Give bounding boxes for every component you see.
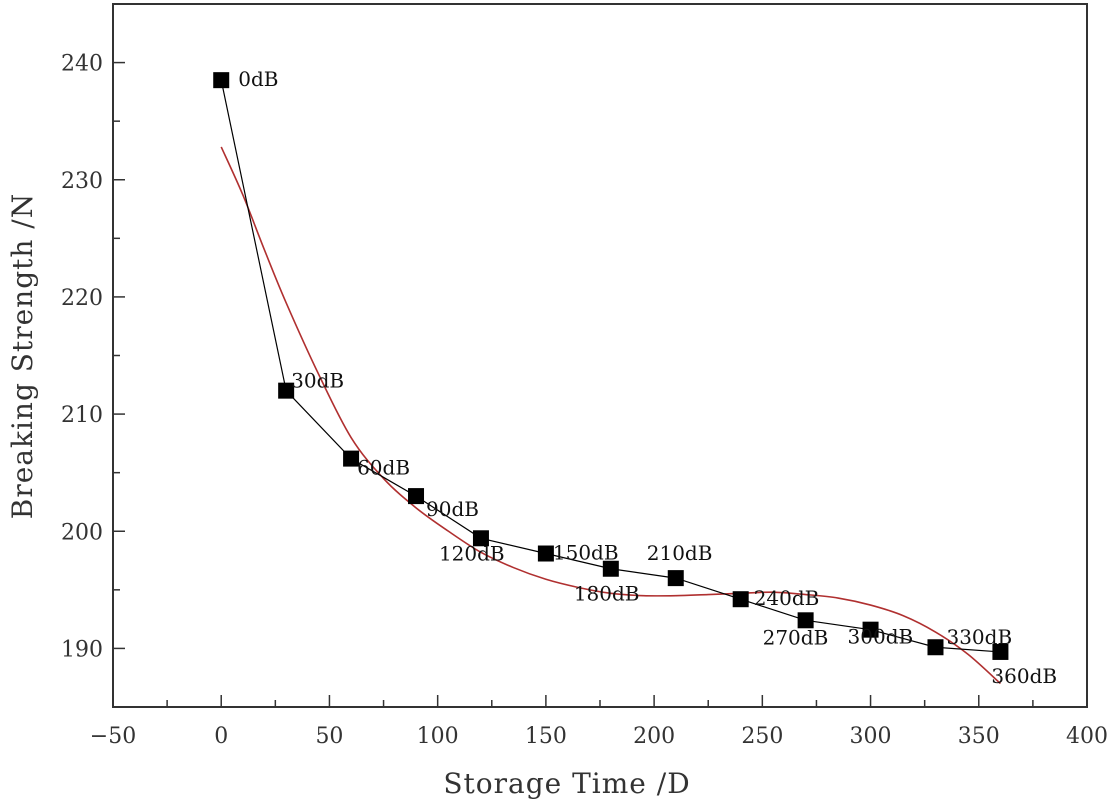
- data-point-label: 210dB: [647, 541, 713, 565]
- axis-ticks: [112, 3, 1088, 708]
- y-tick-label: 190: [61, 637, 103, 662]
- data-point-marker: [602, 560, 619, 577]
- data-point-label: 360dB: [991, 664, 1057, 688]
- axis-tick-labels: −50 0 50 100 150 200 250 300 350 400 190 200 210 220 2…: [61, 52, 1108, 749]
- data-point-label: 180dB: [574, 582, 640, 606]
- point-labels-layer: 0dB 30dB 60dB 90dB 120dB 150dB 180dB 210dB 240dB…: [238, 67, 1057, 688]
- data-point-label: 150dB: [553, 541, 619, 565]
- data-point-label: 270dB: [763, 625, 829, 649]
- y-tick-label: 240: [61, 52, 103, 77]
- data-series-layer: [213, 72, 1009, 660]
- y-axis-title: Breaking Strength /N: [6, 193, 39, 519]
- data-point-marker: [537, 545, 554, 562]
- fit-curve: [220, 146, 1001, 685]
- data-point-marker: [278, 382, 295, 399]
- x-tick-label: 200: [633, 724, 675, 749]
- x-tick-label: 250: [741, 724, 783, 749]
- data-point-label: 90dB: [426, 497, 479, 521]
- y-tick-label: 210: [61, 403, 103, 428]
- data-point-marker: [732, 591, 749, 608]
- data-point-marker: [862, 621, 879, 638]
- x-tick-label: 0: [214, 724, 228, 749]
- data-point-label: 330dB: [946, 625, 1012, 649]
- x-tick-label: −50: [90, 724, 136, 749]
- data-point-marker: [797, 612, 814, 629]
- x-tick-label: 100: [417, 724, 459, 749]
- data-point-label: 300dB: [848, 625, 914, 649]
- x-tick-label: 400: [1066, 724, 1108, 749]
- x-tick-label: 150: [525, 724, 567, 749]
- data-point-marker: [213, 72, 230, 89]
- data-point-label: 120dB: [439, 541, 505, 565]
- data-point-label: 30dB: [291, 369, 344, 393]
- data-point-marker: [667, 570, 684, 587]
- data-point-label: 60dB: [357, 456, 410, 480]
- data-point-marker: [472, 530, 489, 547]
- x-tick-label: 300: [850, 724, 892, 749]
- x-axis-title: Storage Time /D: [443, 767, 690, 800]
- y-tick-label: 230: [61, 169, 103, 194]
- fit-curve-layer: [220, 146, 1001, 685]
- data-point-marker: [927, 639, 944, 656]
- y-tick-label: 220: [61, 286, 103, 311]
- data-point-marker: [992, 643, 1009, 660]
- x-tick-label: 50: [315, 724, 343, 749]
- data-point-label: 0dB: [238, 67, 278, 91]
- data-point-marker: [343, 450, 360, 467]
- data-point-marker: [408, 488, 425, 505]
- x-tick-label: 350: [958, 724, 1000, 749]
- y-tick-label: 200: [61, 520, 103, 545]
- data-point-label: 240dB: [754, 586, 820, 610]
